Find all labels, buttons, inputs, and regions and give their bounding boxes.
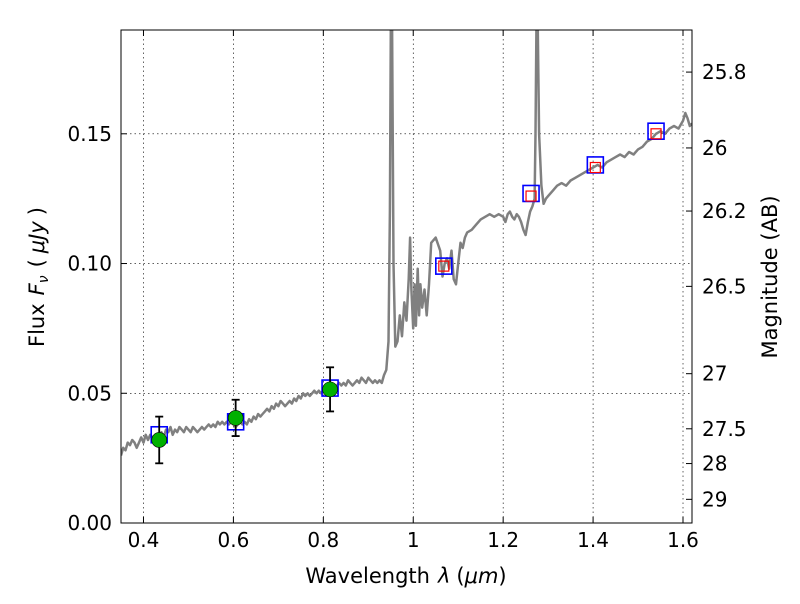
observed-photometry-point [227, 410, 244, 426]
observed-photometry-point [151, 432, 168, 448]
y2-tick-label: 25.8 [702, 60, 747, 84]
upper-limit-marker [525, 190, 537, 202]
y-tick-label: 0.15 [67, 122, 112, 146]
x-tick-label: 1.2 [487, 528, 519, 552]
x-tick-label: 1 [407, 528, 420, 552]
x-tick-label: 0.4 [128, 528, 160, 552]
axes-frame [120, 29, 693, 524]
y2-tick-label: 28 [702, 452, 727, 476]
x-tick-label: 1.4 [577, 528, 609, 552]
y2-tick-label: 27 [702, 362, 727, 386]
y2-axis-ticks: 25.8 26 26.2 26.5 27 27.5 28 29 [686, 60, 747, 511]
upper-limit-marker [438, 260, 450, 272]
grid [121, 30, 692, 523]
y2-tick-label: 26.2 [702, 199, 747, 223]
observed-photometry-point [322, 381, 338, 398]
x-tick-label: 0.8 [307, 528, 339, 552]
y-axis-ticks: 0.00 0.05 0.10 0.15 [67, 122, 127, 535]
y-axis-label: FluxFν(μJy) [25, 207, 52, 347]
y2-tick-label: 26.5 [702, 274, 747, 298]
y-tick-label: 0.05 [67, 381, 112, 405]
y-tick-label: 0.00 [67, 511, 112, 535]
upper-limit-marker [589, 161, 601, 174]
y-tick-label: 0.10 [67, 252, 112, 276]
y2-tick-label: 27.5 [702, 417, 747, 441]
spectrum-line [121, 30, 692, 456]
x-tick-label: 1.6 [667, 528, 699, 552]
y2-axis-label: Magnitude (AB) [758, 195, 782, 358]
upper-limit-marker [650, 128, 662, 140]
model-photometry-square [435, 257, 453, 275]
x-axis-label: Wavelength λ (μm) [305, 564, 506, 588]
plot-area [121, 30, 692, 465]
y2-tick-label: 29 [702, 487, 727, 511]
x-tick-label: 0.6 [217, 528, 249, 552]
plot-content [121, 30, 692, 465]
y2-tick-label: 26 [702, 136, 727, 160]
x-axis-ticks: 0.4 0.6 0.8 1 1.2 1.4 1.6 [128, 30, 699, 552]
